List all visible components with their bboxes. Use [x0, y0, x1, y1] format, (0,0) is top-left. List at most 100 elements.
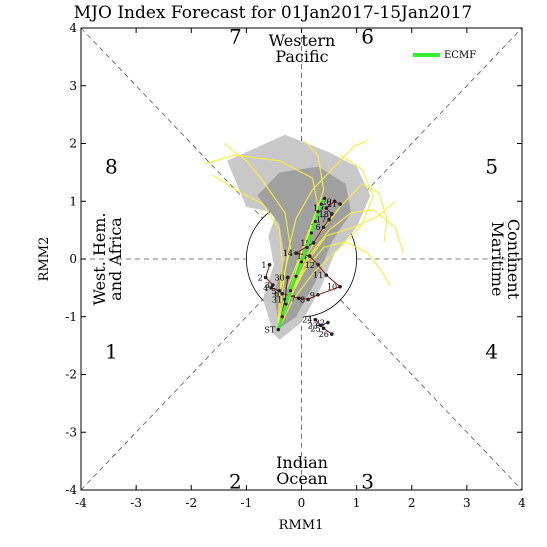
- observed-point: [271, 283, 275, 287]
- observed-point: [330, 212, 334, 216]
- region-left-line1: West. Hem.: [90, 212, 109, 305]
- y-tick-label: -4: [65, 483, 77, 497]
- observed-day-label: 8: [300, 295, 305, 304]
- observed-day-label: 22: [315, 319, 325, 328]
- y-tick-label: 3: [69, 79, 77, 93]
- observed-point: [296, 296, 301, 301]
- observed-point: [332, 199, 337, 204]
- observed-day-label: 25: [310, 324, 320, 333]
- phase-boundary-diagonal: [80, 299, 263, 491]
- observed-day-label: 12: [305, 261, 315, 270]
- y-tick-label: -3: [65, 425, 77, 439]
- x-tick-label: -3: [130, 496, 142, 510]
- observed-point: [321, 225, 326, 230]
- observed-point: [263, 275, 268, 280]
- observed-point: [280, 291, 285, 296]
- y-tick-label: 2: [69, 137, 77, 151]
- region-right-line1: Maritime: [488, 222, 507, 297]
- ensemble-mean-point: [305, 245, 309, 250]
- observed-point: [294, 251, 298, 256]
- observed-point: [330, 332, 334, 336]
- ensemble-mean-point: [288, 289, 293, 293]
- ensemble-member-line: [277, 140, 368, 330]
- ensemble-mean-point: [294, 274, 298, 278]
- ensemble-mean-point: [280, 315, 284, 319]
- phase-label-5: 5: [485, 155, 498, 179]
- region-labels: Western Pacific Indian Ocean West. Hem. …: [90, 31, 523, 488]
- ensemble-member-line: [277, 154, 374, 330]
- observed-point: [313, 317, 318, 322]
- observed-day-label: 30: [275, 274, 285, 283]
- observed-point: [318, 323, 323, 328]
- x-tick-label: 4: [518, 496, 526, 510]
- y-tick-label: 0: [69, 252, 77, 266]
- observed-point: [326, 320, 330, 325]
- ensemble-member-line: [277, 200, 396, 330]
- observed-day-label: 23: [308, 321, 318, 330]
- ensemble-members: [204, 140, 405, 330]
- y-tick-label: 1: [69, 194, 77, 208]
- observed-day-label: 31: [272, 295, 282, 304]
- region-top-line2: Pacific: [275, 47, 328, 66]
- x-tick-label: -1: [241, 496, 253, 510]
- x-tick-label: -4: [75, 496, 87, 510]
- x-axis-ticks: -4 -3 -2 -1 0 1 2 3 4: [75, 28, 526, 510]
- observed-day-label: 4: [263, 284, 268, 293]
- phase-boundary-diagonal: [340, 299, 523, 491]
- phase-label-7: 7: [229, 25, 242, 49]
- observed-point: [306, 297, 310, 302]
- observed-point: [338, 202, 342, 206]
- ensemble-mean-point: [276, 327, 280, 332]
- observed-point: [267, 262, 272, 267]
- observed-point: [316, 293, 320, 297]
- observed-point: [285, 275, 290, 280]
- y-axis-label: RMM2: [37, 237, 52, 282]
- observed-day-label: 13: [297, 252, 307, 261]
- observed-point: [311, 241, 316, 245]
- ensemble-mean-point: [299, 260, 304, 264]
- region-top-line1: Western: [269, 31, 336, 50]
- observed-day-label: 5: [271, 287, 276, 296]
- ensemble-mean-point: [316, 210, 320, 214]
- ensemble-member-line: [277, 209, 405, 330]
- x-tick-label: 0: [298, 496, 306, 510]
- observed-point: [327, 217, 331, 222]
- observed-day-label: 2: [258, 274, 263, 283]
- observed-day-label: 18: [319, 210, 329, 219]
- region-right-line2: Continent: [504, 219, 523, 300]
- observed-day-label: 15: [300, 239, 310, 248]
- phase-boundary-diagonal: [80, 27, 263, 219]
- phase-boundary-diagonal: [340, 27, 523, 219]
- x-tick-label: 1: [353, 496, 361, 510]
- phase-label-3: 3: [361, 469, 374, 493]
- ensemble-member-line: [277, 140, 325, 330]
- region-bottom-line1: Indian: [276, 453, 328, 472]
- y-tick-label: 4: [69, 21, 77, 35]
- observed-day-label: 7: [291, 294, 296, 303]
- observed-day-label: 11: [313, 271, 323, 280]
- observed-point: [338, 284, 342, 289]
- ensemble-member-line: [223, 143, 292, 330]
- observed-day-label: 17: [316, 216, 326, 225]
- legend-label-ecmf: ECMF: [444, 50, 476, 61]
- ensemble-mean-point: [309, 231, 314, 235]
- phase-label-2: 2: [229, 469, 242, 493]
- phase-label-6: 6: [361, 25, 374, 49]
- observed-point: [307, 254, 312, 258]
- observed-day-label: 26: [319, 330, 329, 339]
- phase-label-4: 4: [485, 339, 498, 363]
- observed-day-label: 16: [310, 223, 320, 232]
- observed-day-label: 9: [310, 291, 315, 300]
- observed-day-label: 24: [302, 316, 312, 325]
- observed-point: [321, 326, 326, 331]
- ensemble-mean-point: [313, 219, 317, 224]
- region-left-line2: and Africa: [106, 217, 125, 301]
- region-bottom-line2: Ocean: [276, 469, 327, 488]
- observed-day-label: 1: [261, 261, 266, 270]
- phase-label-8: 8: [105, 155, 118, 179]
- y-tick-label: -2: [65, 368, 77, 382]
